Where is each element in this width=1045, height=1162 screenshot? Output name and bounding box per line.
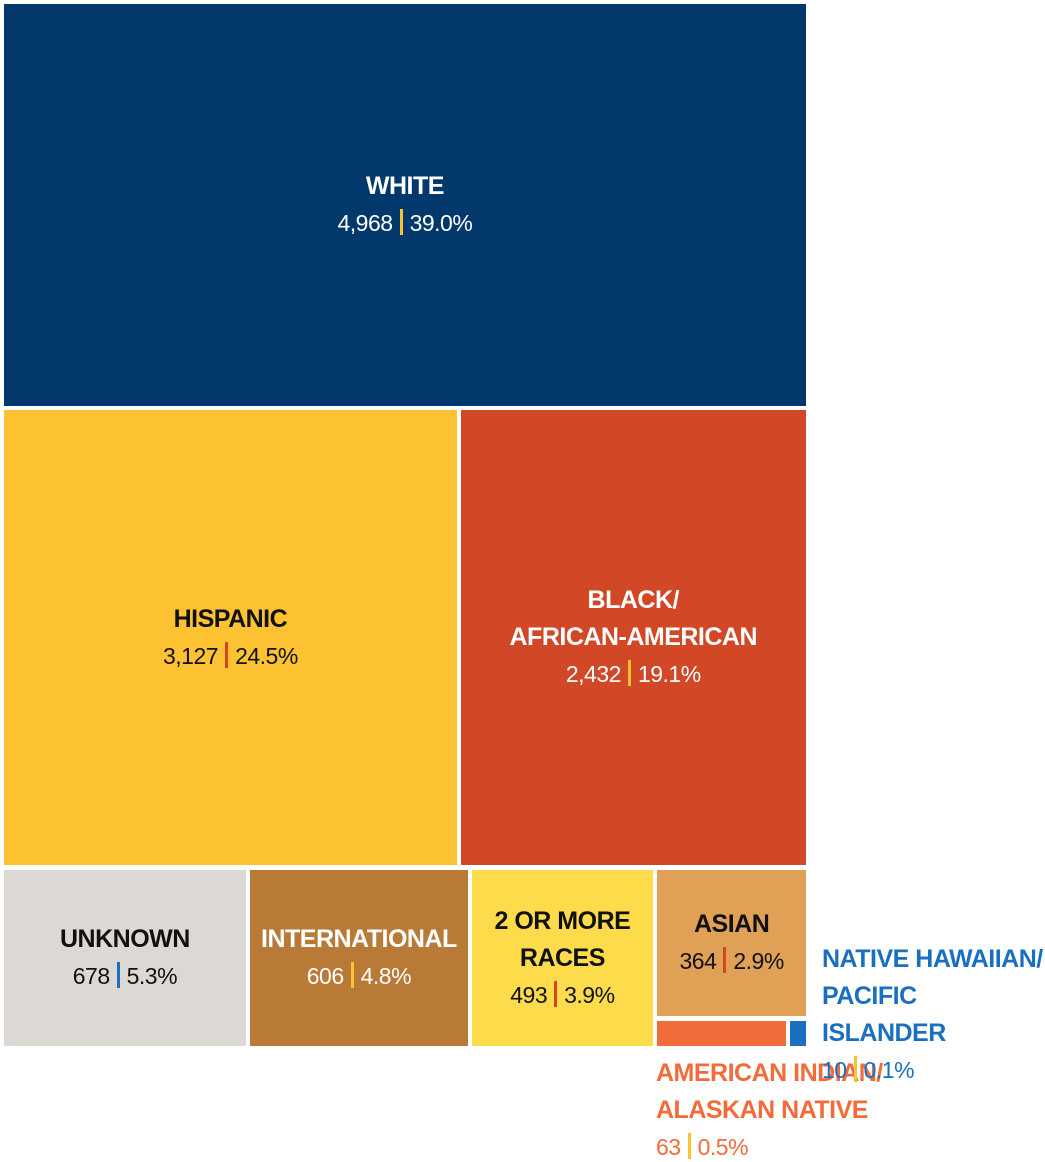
value-line: 364 2.9%	[680, 943, 784, 980]
value-label: 4,968	[337, 210, 394, 236]
value-label: 3,127	[163, 642, 219, 669]
tile-label: INTERNATIONAL 606 4.8%	[261, 921, 457, 995]
value-label: 493	[510, 981, 548, 1008]
percent-label: 5.3%	[126, 963, 178, 989]
value-label: 2,432	[565, 661, 622, 687]
category-name: ASIAN	[694, 910, 770, 938]
percent-label: 19.1%	[637, 661, 701, 687]
tile	[4, 410, 457, 865]
tile	[657, 1021, 786, 1046]
tile	[790, 1021, 806, 1046]
value-line: 3,127 24.5%	[163, 638, 298, 675]
tile	[657, 870, 806, 1016]
percent-label: 0.5%	[697, 1134, 749, 1160]
category-name: 2 OR MORE RACES	[494, 906, 631, 972]
tile	[4, 870, 246, 1046]
tile	[4, 4, 806, 406]
tile	[472, 870, 653, 1046]
value-line: 493 3.9%	[495, 977, 631, 1014]
category-name: BLACK/ AFRICAN-AMERICAN	[509, 586, 758, 651]
value-line: 63 0.5%	[656, 1129, 883, 1162]
category-name: AMERICAN INDIAN/ ALASKAN NATIVE	[656, 1059, 883, 1124]
separator	[225, 641, 229, 668]
tile-label: HISPANIC 3,127 24.5%	[163, 601, 298, 675]
separator	[116, 962, 120, 988]
tile	[461, 410, 806, 865]
value-line: 678 5.3%	[60, 958, 190, 995]
tile	[250, 870, 468, 1046]
category-name: HISPANIC	[173, 604, 288, 633]
value-label: 63	[656, 1134, 681, 1160]
value-line: 2,432 19.1%	[510, 656, 758, 693]
tile-label: NATIVE HAWAIIAN/ PACIFIC ISLANDER 10 0.1%	[822, 941, 1045, 1089]
category-name: UNKNOWN	[60, 925, 190, 953]
value-label: 10	[822, 1057, 847, 1083]
percent-label: 2.9%	[733, 948, 784, 974]
separator	[853, 1056, 857, 1082]
value-line: 4,968 39.0%	[338, 205, 473, 242]
separator	[554, 980, 558, 1007]
category-name: NATIVE HAWAIIAN/ PACIFIC ISLANDER	[822, 945, 1043, 1047]
tile-label: WHITE 4,968 39.0%	[338, 168, 473, 242]
category-name: INTERNATIONAL	[261, 925, 457, 953]
separator	[350, 962, 354, 988]
tile-label: ASIAN 364 2.9%	[680, 906, 785, 980]
category-name: WHITE	[365, 172, 445, 200]
percent-label: 3.9%	[564, 981, 615, 1008]
value-line: 606 4.8%	[261, 958, 457, 995]
separator	[687, 1133, 691, 1159]
tile-label: 2 OR MORE RACES 493 3.9%	[495, 903, 631, 1014]
percent-label: 0.1%	[863, 1057, 915, 1083]
separator	[723, 947, 727, 973]
separator	[399, 209, 403, 235]
percent-label: 4.8%	[360, 963, 412, 989]
percent-label: 24.5%	[235, 642, 298, 669]
separator	[627, 660, 631, 686]
tile-label: AMERICAN INDIAN/ ALASKAN NATIVE 63 0.5%	[656, 1055, 883, 1162]
tile-label: UNKNOWN 678 5.3%	[60, 921, 190, 995]
percent-label: 39.0%	[409, 210, 473, 236]
value-line: 10 0.1%	[822, 1052, 1045, 1089]
value-label: 364	[679, 948, 717, 974]
value-label: 606	[306, 963, 344, 989]
tile-label: BLACK/ AFRICAN-AMERICAN 2,432 19.1%	[510, 582, 758, 693]
value-label: 678	[72, 963, 110, 989]
